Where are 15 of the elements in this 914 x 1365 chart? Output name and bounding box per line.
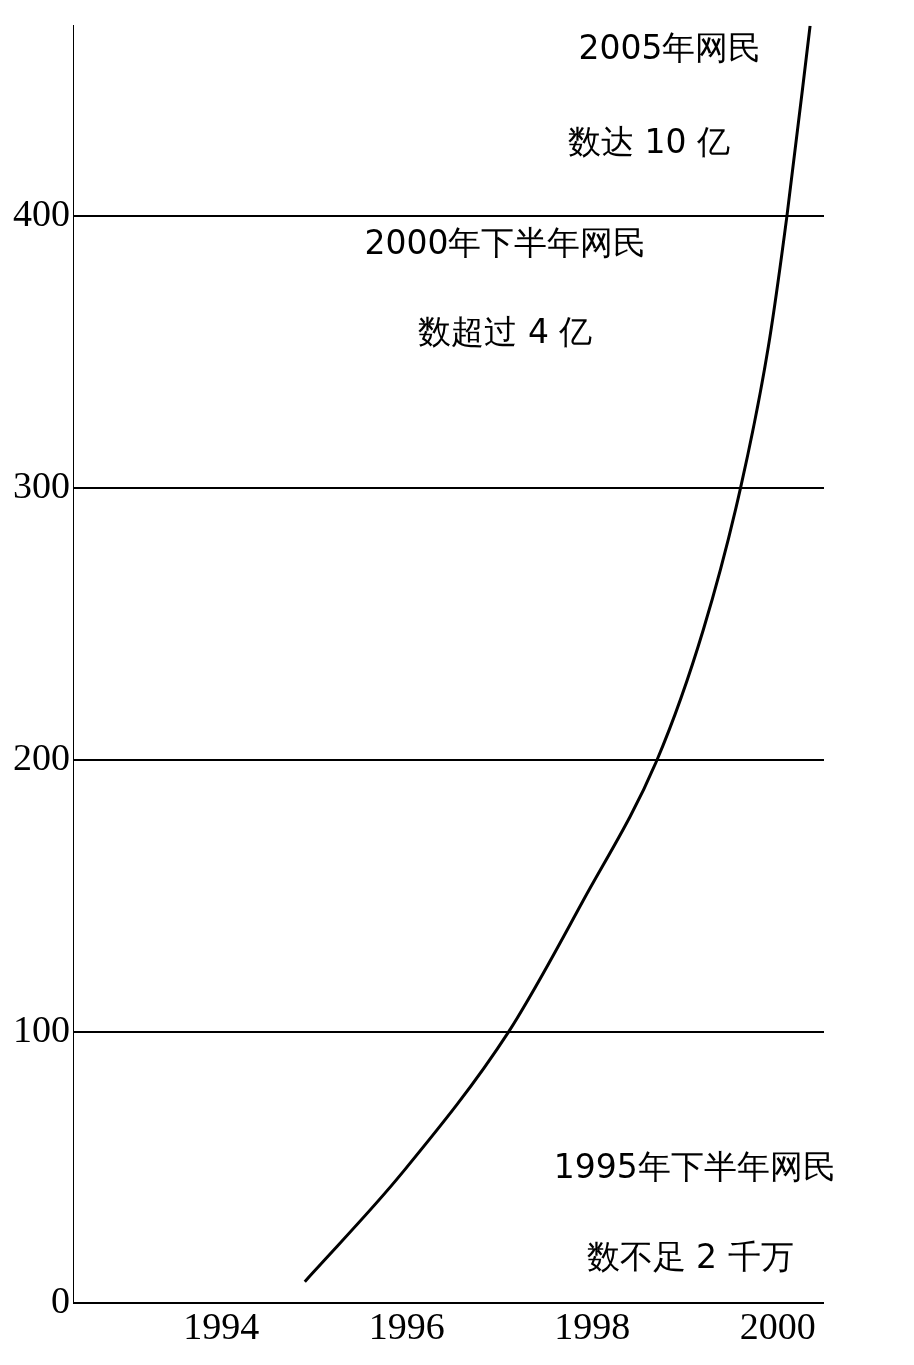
x-tick-label: 2000 [739, 1305, 816, 1348]
y-tick-label: 300 [13, 463, 70, 506]
x-tick-label: 1994 [183, 1305, 260, 1348]
y-tick-label: 0 [51, 1279, 70, 1322]
x-tick-label: 1998 [554, 1305, 631, 1348]
annotation: 2005年网民 [578, 28, 762, 68]
annotation: 1995年下半年网民 [553, 1147, 836, 1187]
annotation: 2000年下半年网民 [364, 223, 647, 263]
x-tick-label: 1996 [368, 1305, 445, 1348]
y-tick-label: 100 [13, 1007, 70, 1050]
y-tick-label: 200 [13, 735, 70, 778]
annotation: 数超过 4 亿 [418, 312, 593, 351]
annotation: 数达 10 亿 [567, 122, 730, 162]
annotation: 数不足 2 千万 [586, 1237, 794, 1277]
y-tick-label: 400 [13, 192, 70, 235]
